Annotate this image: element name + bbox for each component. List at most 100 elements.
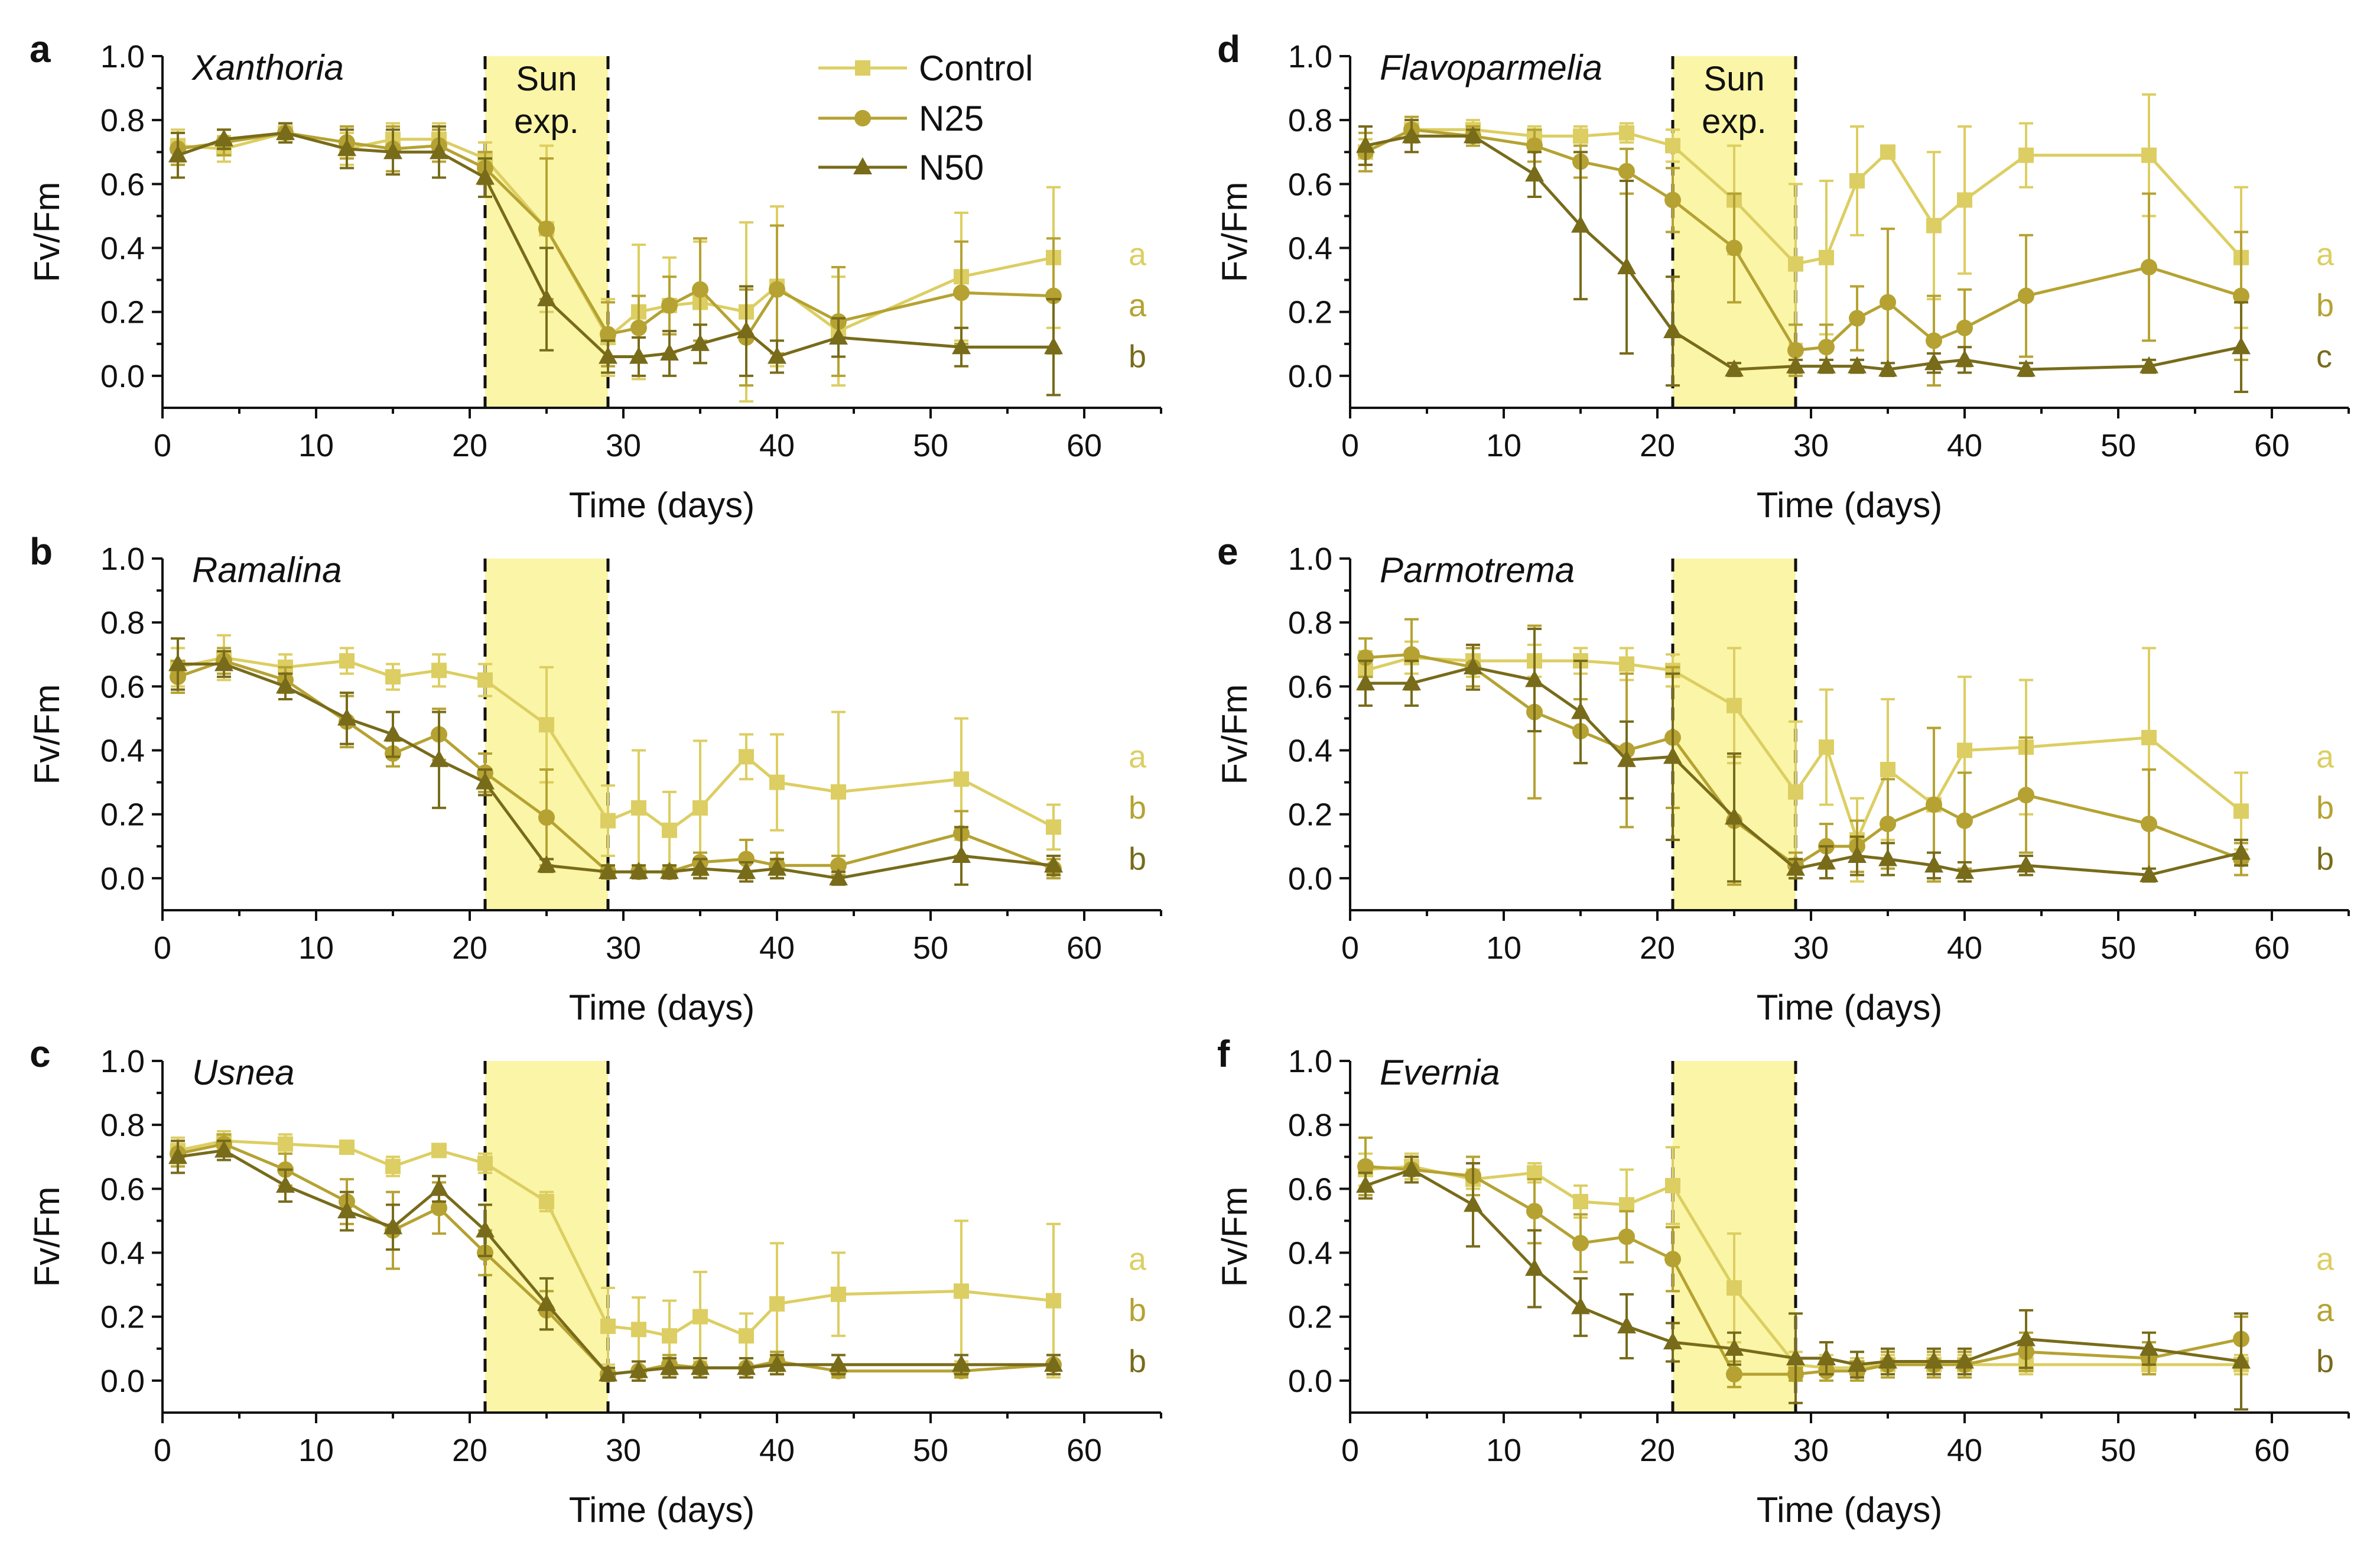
y-tick-label: 0.4 [1288, 231, 1332, 267]
x-tick-label: 40 [1947, 1433, 1982, 1468]
series-line [1365, 1164, 2241, 1369]
data-point-square [1727, 1280, 1742, 1296]
panel-letter: d [1217, 28, 1240, 70]
data-point-triangle [276, 1175, 295, 1193]
data-point-circle [1726, 1366, 1742, 1383]
data-point-square [1619, 1197, 1634, 1213]
data-point-triangle [337, 708, 356, 726]
data-point-triangle [276, 676, 295, 694]
panel-b: 0.0 0.2 0.4 0.6 0.8 1.0 0 10 20 30 40 50 60 Time (day… [27, 530, 1162, 1027]
data-point-triangle [599, 346, 617, 364]
data-point-circle [1357, 1158, 1374, 1175]
data-point-circle [953, 284, 970, 301]
series-line [1365, 653, 2242, 868]
y-tick-label: 0.8 [1288, 1108, 1332, 1143]
x-tick-label: 10 [1486, 428, 1521, 463]
series-control [170, 634, 1061, 877]
data-point-triangle [768, 1354, 786, 1372]
data-point-triangle [2232, 337, 2251, 355]
x-tick-label: 0 [1341, 1433, 1359, 1468]
data-point-triangle [1525, 670, 1544, 687]
data-point-triangle [737, 1358, 756, 1375]
series-line [177, 1148, 1054, 1376]
data-point-circle [1956, 812, 1973, 829]
y-axis-title: Fv/Fm [1215, 182, 1254, 283]
species-title: Flavoparmelia [1380, 48, 1602, 87]
data-point-circle [692, 281, 708, 298]
series-n50 [168, 637, 1063, 886]
data-point-circle [1664, 1251, 1681, 1268]
data-point-triangle [537, 855, 556, 873]
data-point-triangle [476, 167, 495, 185]
data-point-square [1665, 138, 1680, 154]
data-point-circle [1726, 239, 1742, 257]
significance-letter: a [1129, 236, 1147, 272]
sun-exposure-band [485, 1061, 608, 1413]
y-tick-label: 1.0 [100, 541, 145, 577]
series-line [177, 1139, 1054, 1338]
x-tick-label: 50 [913, 930, 948, 966]
data-point-triangle [1356, 135, 1375, 153]
data-point-square [1819, 739, 1834, 755]
panel-letter: c [30, 1033, 51, 1075]
y-tick-label: 0.8 [100, 103, 145, 138]
x-tick-label: 30 [1793, 428, 1829, 463]
data-point-circle [1526, 1203, 1543, 1220]
data-point-triangle [829, 327, 848, 345]
data-point-triangle [1924, 353, 1943, 371]
y-tick-label: 0.6 [1288, 669, 1332, 705]
panel-letter: f [1217, 1033, 1230, 1075]
panel-e: 0.0 0.2 0.4 0.6 0.8 1.0 0 10 20 30 40 50 60 Time (day… [1215, 530, 2350, 1027]
data-point-triangle [1617, 257, 1636, 274]
data-point-circle [2233, 287, 2249, 304]
x-axis-title: Time (days) [569, 988, 755, 1027]
data-point-square [1527, 1165, 1542, 1181]
data-point-circle [1849, 310, 1865, 327]
data-point-triangle [1571, 215, 1590, 233]
y-tick-label: 0.0 [1288, 359, 1332, 394]
data-point-square [385, 1158, 401, 1174]
data-point-triangle [2017, 359, 2036, 377]
series-n25 [1357, 1136, 2249, 1388]
series-line [1365, 1168, 2242, 1367]
y-tick-label: 1.0 [1288, 1044, 1332, 1079]
x-axis-title: Time (days) [1757, 988, 1942, 1027]
y-tick-label: 0.0 [1288, 1364, 1332, 1399]
data-point-circle [2141, 815, 2157, 832]
data-point-triangle [383, 724, 402, 742]
data-point-triangle [168, 654, 187, 671]
data-point-circle [1880, 294, 1896, 311]
data-point-triangle [829, 868, 848, 885]
data-point-square [1849, 173, 1865, 189]
legend-label: Control [919, 48, 1033, 88]
y-tick-label: 0.2 [1288, 295, 1332, 330]
legend-label: N50 [919, 148, 984, 187]
data-point-triangle [768, 858, 786, 876]
data-point-square [662, 1328, 677, 1344]
y-tick-label: 0.8 [1288, 605, 1332, 641]
x-tick-label: 0 [154, 1433, 171, 1468]
significance-letter: a [1129, 288, 1147, 323]
data-point-triangle [1848, 846, 1867, 864]
data-point-circle [1956, 319, 1973, 336]
data-point-triangle [1356, 673, 1375, 690]
series-n50 [1356, 1155, 2251, 1411]
data-point-square [385, 669, 401, 685]
data-point-square [539, 1194, 554, 1209]
x-tick-label: 10 [298, 1433, 334, 1468]
data-point-square [739, 1328, 754, 1344]
y-tick-label: 0.6 [1288, 1171, 1332, 1207]
data-point-triangle [1955, 1351, 1974, 1369]
data-point-triangle [2232, 1351, 2251, 1369]
data-point-triangle [952, 846, 971, 864]
x-tick-label: 20 [1640, 930, 1675, 966]
y-tick-label: 0.8 [1288, 103, 1332, 138]
series-line [177, 1142, 1054, 1376]
data-point-triangle [537, 1294, 556, 1312]
data-point-triangle [1878, 1351, 1897, 1369]
significance-letter: c [2316, 339, 2332, 374]
panel-letter: a [30, 28, 51, 70]
data-point-triangle [1725, 359, 1744, 377]
x-axis-title: Time (days) [569, 1490, 755, 1530]
x-tick-label: 10 [1486, 1433, 1521, 1468]
